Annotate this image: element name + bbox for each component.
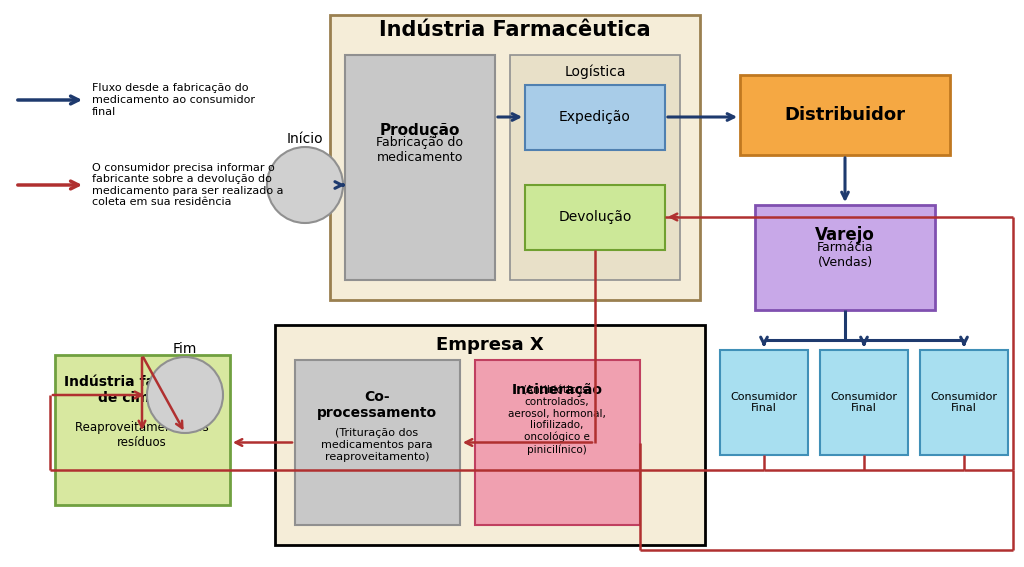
FancyBboxPatch shape xyxy=(295,360,460,525)
Text: Consumidor
Final: Consumidor Final xyxy=(730,392,798,413)
FancyBboxPatch shape xyxy=(345,55,495,280)
Text: Devolução: Devolução xyxy=(558,210,632,224)
Text: Fluxo desde a fabricação do
medicamento ao consumidor
final: Fluxo desde a fabricação do medicamento … xyxy=(92,83,255,117)
FancyBboxPatch shape xyxy=(720,350,808,455)
FancyBboxPatch shape xyxy=(510,55,680,280)
Text: O consumidor precisa informar o
fabricante sobre a devolução do
medicamento para: O consumidor precisa informar o fabrican… xyxy=(92,163,284,208)
FancyBboxPatch shape xyxy=(920,350,1008,455)
Text: Indústria fabricante
de cimento: Indústria fabricante de cimento xyxy=(63,375,220,405)
Text: Logística: Logística xyxy=(564,65,626,79)
FancyBboxPatch shape xyxy=(820,350,908,455)
Text: Reaproveitamento dos
resíduos: Reaproveitamento dos resíduos xyxy=(75,421,209,449)
Text: Fabricação do
medicamento: Fabricação do medicamento xyxy=(377,136,464,164)
Text: Produção: Produção xyxy=(380,122,460,138)
Text: Co-
processamento: Co- processamento xyxy=(317,390,437,420)
Text: Consumidor
Final: Consumidor Final xyxy=(931,392,997,413)
Text: Empresa X: Empresa X xyxy=(436,336,544,354)
Text: Fim: Fim xyxy=(173,342,198,356)
Text: Expedição: Expedição xyxy=(559,110,631,124)
FancyBboxPatch shape xyxy=(525,85,665,150)
FancyBboxPatch shape xyxy=(55,355,230,505)
Ellipse shape xyxy=(147,357,223,433)
FancyBboxPatch shape xyxy=(475,360,640,525)
Text: Indústria Farmacêutica: Indústria Farmacêutica xyxy=(379,20,651,40)
Ellipse shape xyxy=(267,147,343,223)
Text: Consumidor
Final: Consumidor Final xyxy=(830,392,897,413)
Text: Incineração: Incineração xyxy=(512,383,602,397)
FancyBboxPatch shape xyxy=(740,75,950,155)
Text: Início: Início xyxy=(287,132,324,146)
Text: Farmácia
(Vendas): Farmácia (Vendas) xyxy=(816,241,873,269)
FancyBboxPatch shape xyxy=(330,15,700,300)
Text: (Trituração dos
medicamentos para
reaproveitamento): (Trituração dos medicamentos para reapro… xyxy=(322,429,433,462)
FancyBboxPatch shape xyxy=(275,325,705,545)
Text: Varejo: Varejo xyxy=(815,226,874,244)
Text: Distribuidor: Distribuidor xyxy=(784,106,905,124)
FancyBboxPatch shape xyxy=(525,185,665,250)
Text: (Antibióticos,
controlados,
aerosol, hormonal,
liofilizado,
oncológico e
pinicil: (Antibióticos, controlados, aerosol, hor… xyxy=(508,386,606,455)
FancyBboxPatch shape xyxy=(755,205,935,310)
